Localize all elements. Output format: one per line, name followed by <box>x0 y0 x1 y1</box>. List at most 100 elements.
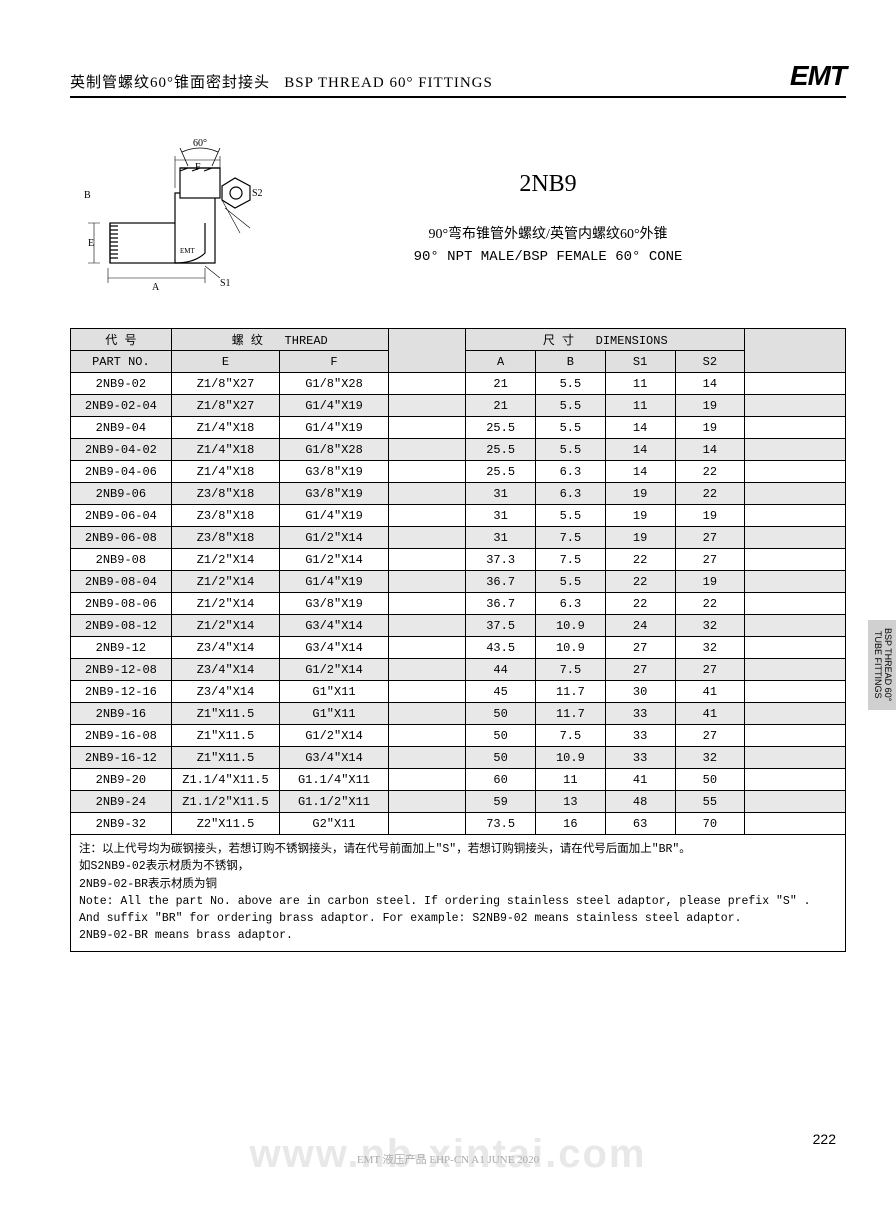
table-row: 2NB9-12-16Z3/4"X14G1"X114511.73041 <box>71 681 846 703</box>
table-cell <box>745 659 846 681</box>
table-cell: 14 <box>605 461 675 483</box>
table-cell: 50 <box>466 747 536 769</box>
table-cell: 32 <box>675 747 745 769</box>
table-cell: 41 <box>675 703 745 725</box>
hdr-S2: S2 <box>675 351 745 373</box>
table-cell: Z1/4"X18 <box>171 439 280 461</box>
table-row: 2NB9-08Z1/2"X14G1/2"X1437.37.52227 <box>71 549 846 571</box>
table-cell: Z3/8"X18 <box>171 505 280 527</box>
table-cell: 6.3 <box>536 461 606 483</box>
table-cell: Z1"X11.5 <box>171 747 280 769</box>
table-cell <box>388 703 466 725</box>
title-en: BSP THREAD 60° FITTINGS <box>284 75 493 91</box>
diagram-E: E <box>88 238 94 249</box>
table-cell: 5.5 <box>536 373 606 395</box>
table-cell <box>745 615 846 637</box>
table-cell <box>388 791 466 813</box>
table-cell: 37.3 <box>466 549 536 571</box>
table-cell: 27 <box>675 527 745 549</box>
table-cell: 50 <box>466 725 536 747</box>
table-cell: Z1/4"X18 <box>171 461 280 483</box>
table-cell: 5.5 <box>536 395 606 417</box>
table-row: 2NB9-16-12Z1"X11.5G3/4"X145010.93332 <box>71 747 846 769</box>
table-cell: 2NB9-04 <box>71 417 172 439</box>
table-cell: 22 <box>675 483 745 505</box>
table-cell: 22 <box>675 593 745 615</box>
table-cell: 70 <box>675 813 745 835</box>
table-cell: G3/4"X14 <box>280 637 389 659</box>
brand-logo: EMT <box>790 60 846 92</box>
table-cell: 59 <box>466 791 536 813</box>
table-cell: Z1/4"X18 <box>171 417 280 439</box>
table-cell: 27 <box>675 659 745 681</box>
table-cell: 19 <box>675 571 745 593</box>
table-cell: 36.7 <box>466 593 536 615</box>
table-cell <box>745 681 846 703</box>
table-cell: 2NB9-08-12 <box>71 615 172 637</box>
table-cell: 27 <box>605 637 675 659</box>
table-cell: 22 <box>605 549 675 571</box>
table-cell: 2NB9-32 <box>71 813 172 835</box>
table-cell: 2NB9-08-04 <box>71 571 172 593</box>
table-cell <box>388 549 466 571</box>
table-cell: 2NB9-24 <box>71 791 172 813</box>
table-cell <box>388 417 466 439</box>
table-note: 注：以上代号均为碳钢接头，若想订购不锈钢接头，请在代号前面加上"S"，若想订购铜… <box>71 835 846 952</box>
table-cell: 45 <box>466 681 536 703</box>
footer-text: EMT 液压产品 EHP-CN A1 JUNE 2020 <box>0 1151 896 1167</box>
table-cell: 11 <box>605 373 675 395</box>
table-cell <box>388 769 466 791</box>
table-cell: 37.5 <box>466 615 536 637</box>
table-row: 2NB9-12-08Z3/4"X14G1/2"X14447.52727 <box>71 659 846 681</box>
table-cell: 25.5 <box>466 461 536 483</box>
table-cell: 27 <box>675 725 745 747</box>
table-cell: 10.9 <box>536 615 606 637</box>
table-cell: Z1.1/4"X11.5 <box>171 769 280 791</box>
table-cell: 24 <box>605 615 675 637</box>
table-cell: 19 <box>605 505 675 527</box>
table-cell: 2NB9-04-06 <box>71 461 172 483</box>
table-cell: 10.9 <box>536 747 606 769</box>
diagram-F: F <box>195 162 201 173</box>
table-cell: 2NB9-16 <box>71 703 172 725</box>
table-cell: 2NB9-12-16 <box>71 681 172 703</box>
table-cell: 2NB9-06-08 <box>71 527 172 549</box>
table-cell: G1/2"X14 <box>280 725 389 747</box>
table-cell <box>388 527 466 549</box>
hdr-E: E <box>171 351 280 373</box>
table-cell <box>745 703 846 725</box>
table-cell: G1/4"X19 <box>280 505 389 527</box>
table-cell: 16 <box>536 813 606 835</box>
table-row: 2NB9-16-08Z1"X11.5G1/2"X14507.53327 <box>71 725 846 747</box>
table-cell: 2NB9-08-06 <box>71 593 172 615</box>
table-cell: 55 <box>675 791 745 813</box>
table-cell <box>745 439 846 461</box>
table-cell: Z1/2"X14 <box>171 593 280 615</box>
table-cell: 2NB9-06 <box>71 483 172 505</box>
table-cell: 2NB9-12 <box>71 637 172 659</box>
table-cell: 6.3 <box>536 483 606 505</box>
page-header: 英制管螺纹60°锥面密封接头 BSP THREAD 60° FITTINGS E… <box>70 60 846 98</box>
table-cell: 2NB9-16-12 <box>71 747 172 769</box>
table-cell <box>388 637 466 659</box>
table-cell: Z1/2"X14 <box>171 615 280 637</box>
table-cell: 33 <box>605 725 675 747</box>
table-cell <box>388 571 466 593</box>
table-cell <box>745 813 846 835</box>
table-row: 2NB9-08-04Z1/2"X14G1/4"X1936.75.52219 <box>71 571 846 593</box>
table-cell <box>745 505 846 527</box>
table-cell: Z1/2"X14 <box>171 549 280 571</box>
table-cell: Z1/8"X27 <box>171 373 280 395</box>
table-cell: 2NB9-02 <box>71 373 172 395</box>
table-cell: 22 <box>605 593 675 615</box>
table-cell: 21 <box>466 395 536 417</box>
table-cell <box>745 461 846 483</box>
table-row: 2NB9-06Z3/8"X18G3/8"X19316.31922 <box>71 483 846 505</box>
table-cell: G3/4"X14 <box>280 747 389 769</box>
table-cell: 19 <box>675 417 745 439</box>
table-cell <box>745 395 846 417</box>
top-section: 60° F B E A S1 S2 EMT 2NB9 90°弯布锥管外螺纹/英管… <box>70 138 846 298</box>
table-cell: 13 <box>536 791 606 813</box>
table-cell <box>745 571 846 593</box>
table-cell: 22 <box>605 571 675 593</box>
